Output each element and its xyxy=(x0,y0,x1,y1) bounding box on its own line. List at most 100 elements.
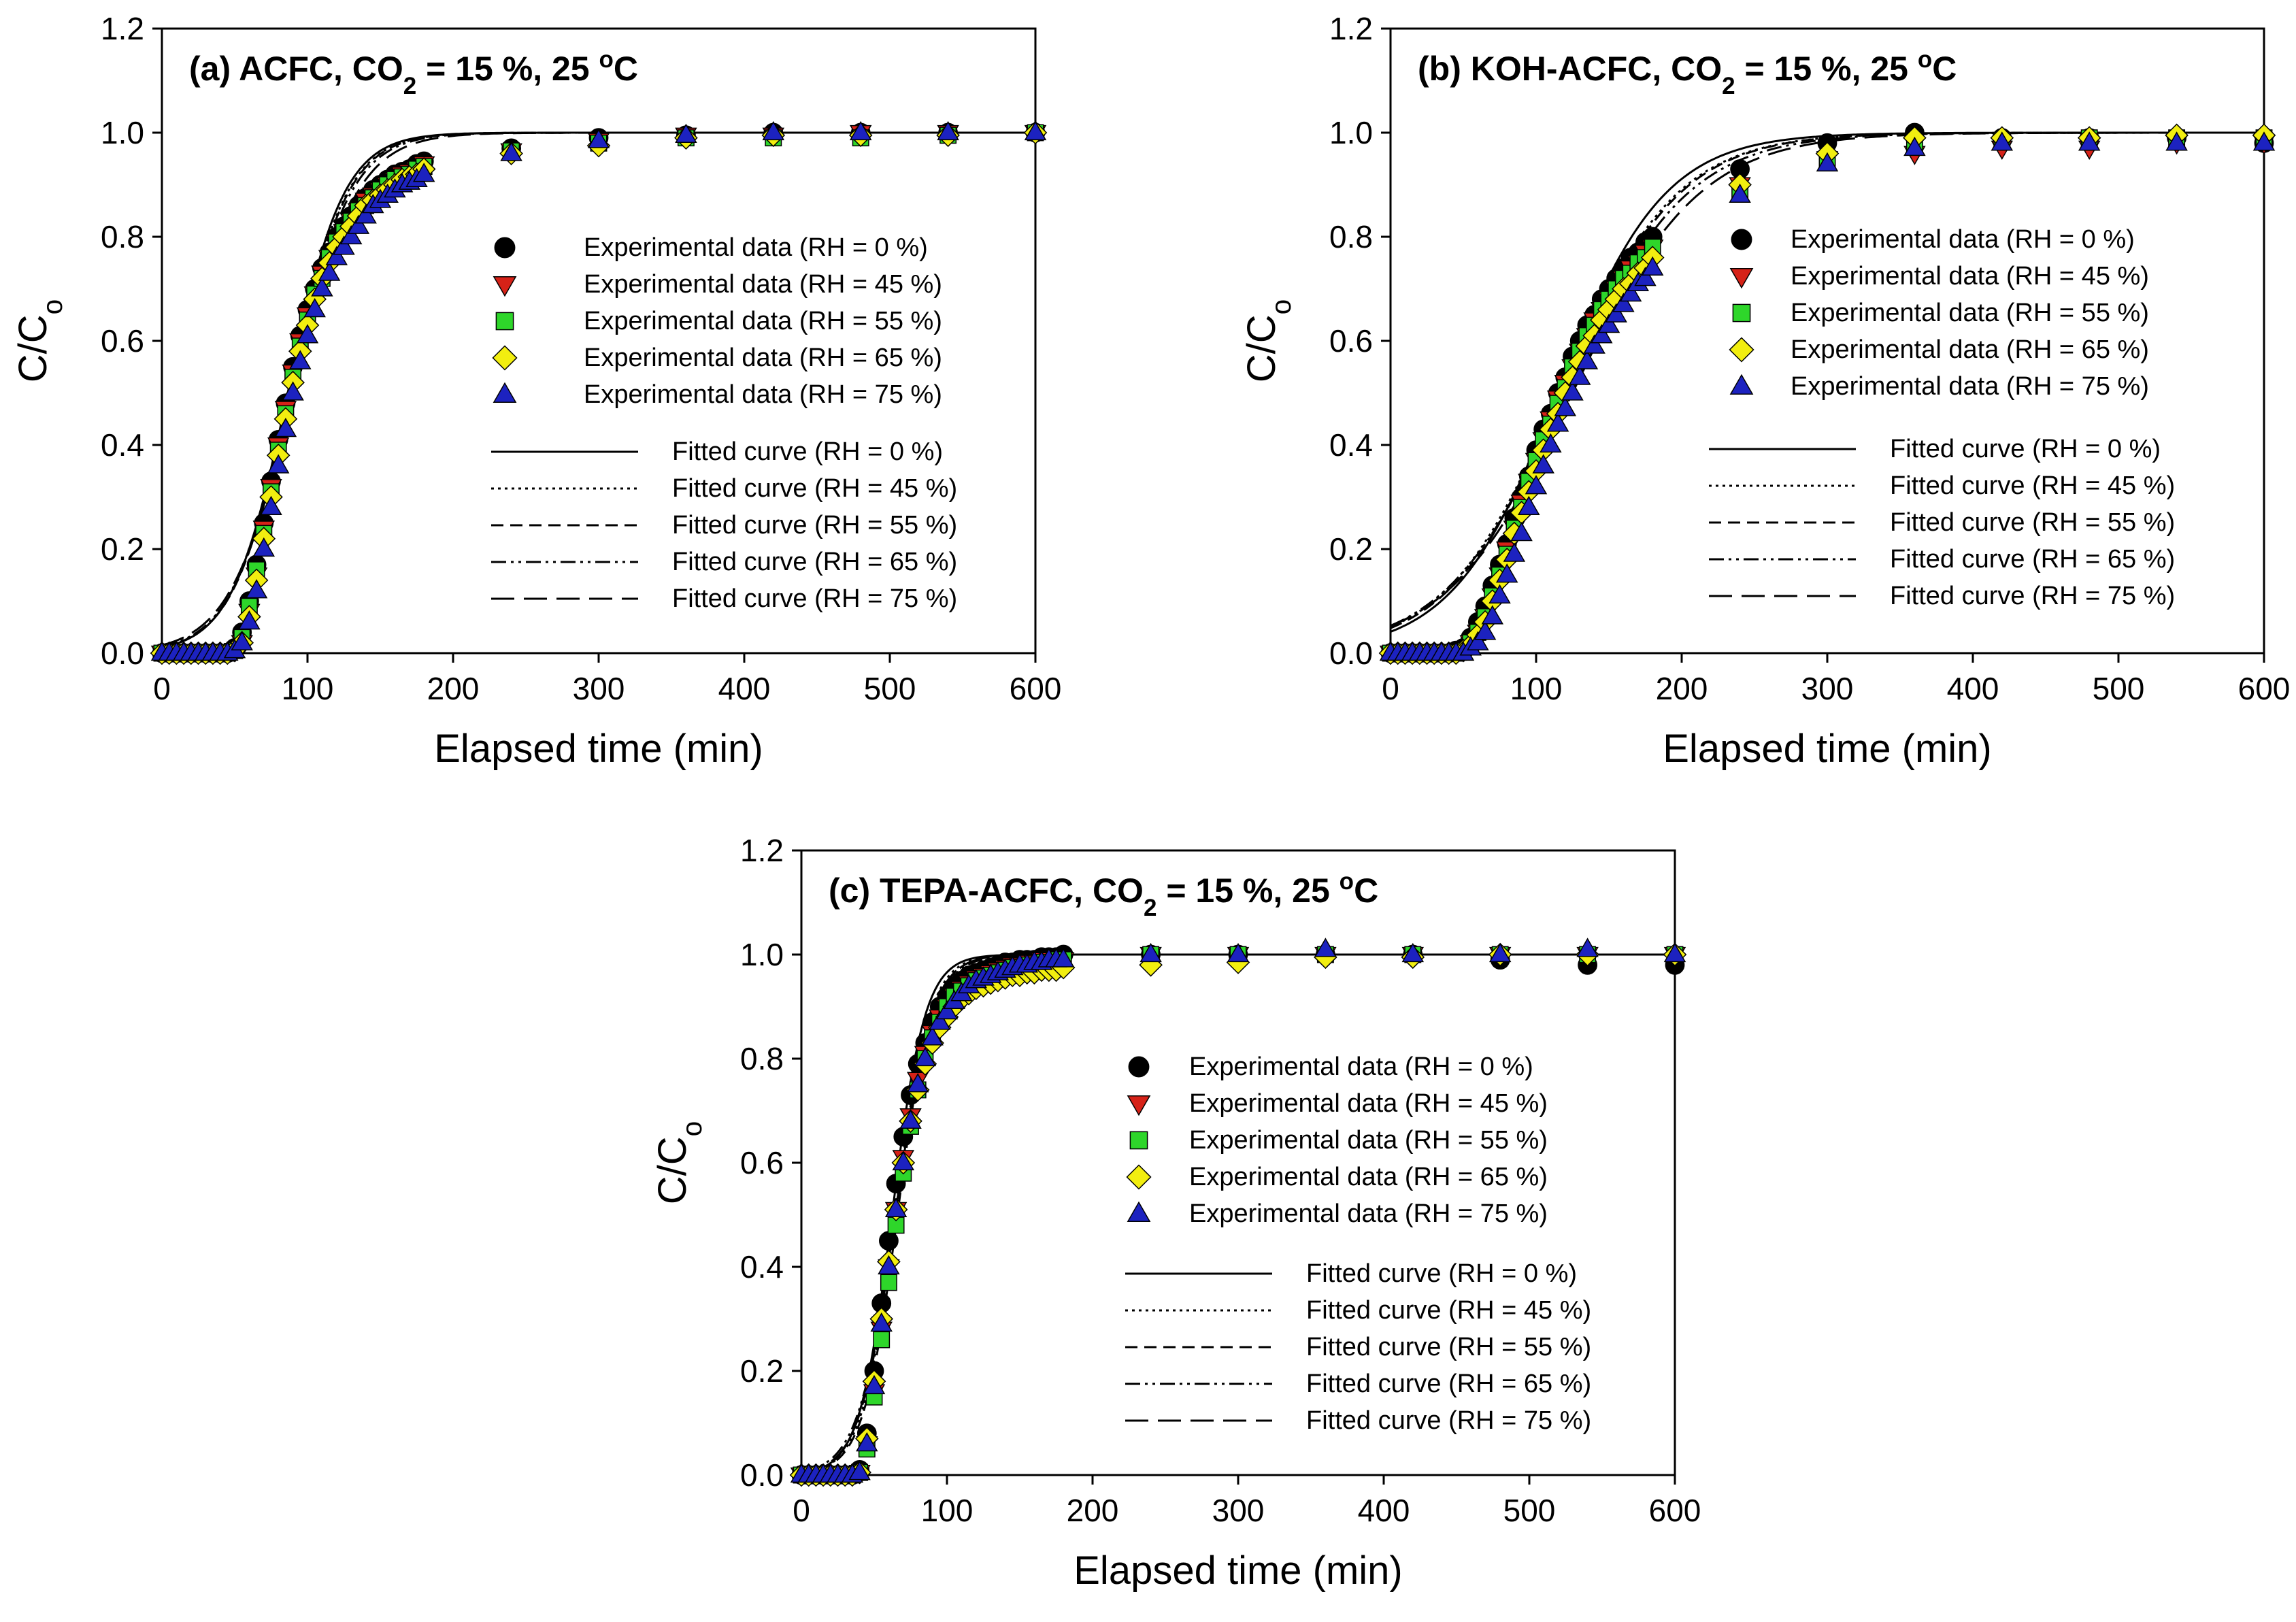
x-tick-label: 0 xyxy=(1382,671,1399,706)
data-point xyxy=(1634,267,1657,286)
data-point xyxy=(325,246,348,265)
y-tick-label: 0.6 xyxy=(740,1145,784,1180)
data-point xyxy=(879,1231,899,1251)
legend-marker-label: Experimental data (RH = 45 %) xyxy=(1791,262,2149,291)
legend-marker-label: Experimental data (RH = 65 %) xyxy=(584,344,942,372)
x-tick-label: 300 xyxy=(573,671,625,706)
legend-marker-label: Experimental data (RH = 0 %) xyxy=(1791,225,2135,254)
legend-marker-label: Experimental data (RH = 65 %) xyxy=(1189,1163,1548,1191)
data-point xyxy=(2165,131,2188,151)
data-point xyxy=(1525,475,1548,495)
legend-line-label: Fitted curve (RH = 0 %) xyxy=(672,437,943,466)
y-tick-label: 1.2 xyxy=(1329,11,1373,46)
legend-line-label: Fitted curve (RH = 65 %) xyxy=(1890,545,2175,574)
x-axis-label: Elapsed time (min) xyxy=(434,727,763,771)
data-point xyxy=(1540,433,1562,453)
x-tick-label: 100 xyxy=(1510,671,1563,706)
y-tick-label: 0.4 xyxy=(101,427,144,463)
panel-title: (a) ACFC, CO2 = 15 %, 25 oC xyxy=(189,46,638,99)
y-tick-label: 1.2 xyxy=(740,833,784,868)
data-point xyxy=(1619,282,1642,302)
data-point xyxy=(935,1000,959,1020)
x-tick-label: 0 xyxy=(793,1493,810,1528)
legend-marker-label: Experimental data (RH = 55 %) xyxy=(1189,1126,1548,1155)
data-point xyxy=(333,235,355,255)
data-point xyxy=(899,1109,922,1129)
y-tick-label: 0.2 xyxy=(1329,531,1373,567)
data-point xyxy=(1024,120,1047,141)
legend-marker-symbol xyxy=(1126,1164,1152,1190)
legend-marker-symbol xyxy=(492,345,518,371)
data-point xyxy=(282,381,304,401)
data-point xyxy=(937,120,959,141)
y-tick-label: 0.0 xyxy=(101,635,144,671)
data-point xyxy=(500,142,522,161)
data-point xyxy=(1605,303,1627,322)
legend-line-label: Fitted curve (RH = 0 %) xyxy=(1306,1259,1577,1288)
legend-line-label: Fitted curve (RH = 45 %) xyxy=(1890,471,2175,500)
data-point xyxy=(1532,454,1554,474)
data-point xyxy=(1583,334,1605,354)
data-point xyxy=(762,120,785,141)
data-point xyxy=(870,1312,893,1332)
x-tick-label: 600 xyxy=(2238,671,2291,706)
data-point xyxy=(849,120,872,141)
data-point xyxy=(1663,942,1686,963)
chart-panel-b: 0.0 0.2 0.4 0.6 0.8 1.0 1.2 0 100 200 300 400 500 600… xyxy=(1239,11,2290,771)
data-point xyxy=(892,1151,915,1171)
data-point xyxy=(884,1197,908,1217)
data-point xyxy=(238,610,261,630)
x-tick-label: 500 xyxy=(1503,1493,1556,1528)
data-point xyxy=(260,495,282,515)
legend-marker-symbol xyxy=(1129,1131,1148,1150)
data-point xyxy=(1612,293,1635,312)
data-point xyxy=(906,1073,929,1093)
x-tick-label: 400 xyxy=(1947,671,1999,706)
data-point xyxy=(921,1026,944,1046)
x-tick-label: 100 xyxy=(921,1493,974,1528)
x-axis-label: Elapsed time (min) xyxy=(1074,1549,1402,1593)
y-tick-label: 0.6 xyxy=(1329,323,1373,359)
data-point xyxy=(1314,938,1337,957)
y-tick-label: 1.0 xyxy=(101,115,144,150)
data-point xyxy=(675,123,697,143)
legend-line-label: Fitted curve (RH = 55 %) xyxy=(1890,508,2175,537)
data-point xyxy=(880,1274,897,1291)
data-point xyxy=(1401,942,1425,963)
x-tick-label: 300 xyxy=(1212,1493,1265,1528)
x-tick-label: 300 xyxy=(1801,671,1854,706)
legend-marker-symbol xyxy=(1127,1095,1151,1116)
legend-line-label: Fitted curve (RH = 45 %) xyxy=(1306,1296,1591,1325)
data-point xyxy=(856,1431,878,1452)
data-point xyxy=(1052,948,1075,967)
legend-marker-symbol xyxy=(1729,337,1754,363)
legend-marker-label: Experimental data (RH = 0 %) xyxy=(584,233,928,262)
x-tick-label: 400 xyxy=(718,671,771,706)
legend-line-label: Fitted curve (RH = 55 %) xyxy=(1306,1333,1591,1361)
legend-marker-label: Experimental data (RH = 45 %) xyxy=(584,270,942,299)
chart-panel-c: 0.0 0.2 0.4 0.6 0.8 1.0 1.2 0 100 200 300 400 500 600… xyxy=(650,833,1701,1593)
data-point xyxy=(303,297,326,318)
data-point xyxy=(1488,584,1511,603)
data-point xyxy=(1227,942,1250,963)
data-point xyxy=(318,261,341,281)
y-tick-label: 1.0 xyxy=(740,937,784,972)
data-point xyxy=(1139,942,1162,963)
data-point xyxy=(1903,136,1926,156)
y-tick-label: 0.6 xyxy=(101,323,144,359)
legend-marker-label: Experimental data (RH = 0 %) xyxy=(1189,1053,1533,1081)
data-point xyxy=(354,204,377,224)
data-point xyxy=(1518,495,1540,515)
x-tick-label: 0 xyxy=(153,671,171,706)
x-tick-label: 500 xyxy=(2093,671,2145,706)
legend-line-label: Fitted curve (RH = 65 %) xyxy=(672,548,957,576)
data-point xyxy=(863,1374,886,1395)
data-point xyxy=(1816,152,1839,172)
x-tick-label: 200 xyxy=(1656,671,1708,706)
legend-line-label: Fitted curve (RH = 0 %) xyxy=(1890,435,2161,463)
x-axis-label: Elapsed time (min) xyxy=(1663,727,1991,771)
legend-marker-label: Experimental data (RH = 45 %) xyxy=(1189,1089,1548,1118)
legend-marker-label: Experimental data (RH = 55 %) xyxy=(1791,299,2149,327)
legend-marker-label: Experimental data (RH = 55 %) xyxy=(584,307,942,335)
y-axis-label: C/Co xyxy=(1239,299,1297,382)
